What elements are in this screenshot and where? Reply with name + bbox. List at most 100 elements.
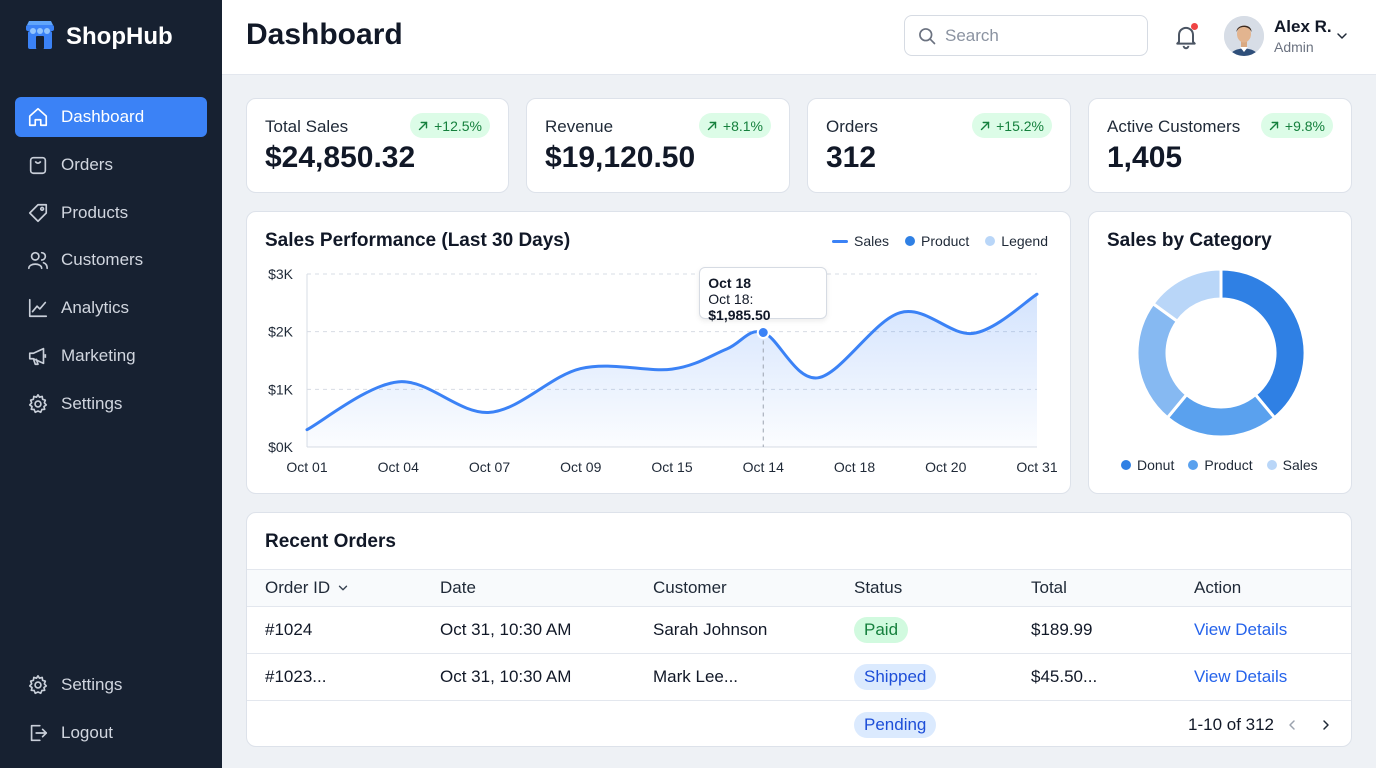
y-tick-label: $0K [268,439,294,455]
megaphone-icon [28,347,47,366]
stat-label: Active Customers [1107,117,1241,136]
user-name: Alex R. [1274,17,1332,36]
next-page-button[interactable] [1315,714,1337,736]
avatar-image [1224,16,1264,56]
trend-badge: +9.8% [1260,113,1333,138]
sidebar-item-customers[interactable]: Customers [15,240,207,280]
view-details-link[interactable]: View Details [1194,667,1288,686]
sidebar: ShopHub Dashboard Orders Products Custom… [0,0,222,768]
sidebar-item-analytics[interactable]: Analytics [15,288,207,328]
pagination-info: 1-10 of 312 [1188,714,1275,734]
status-badge: Paid [854,617,909,643]
stat-card-orders: Orders 312 +15.2% [807,98,1071,193]
sidebar-item-label: Orders [61,155,113,174]
chart-title: Sales Performance (Last 30 Days) [265,230,571,251]
legend-item[interactable]: Product [905,233,969,249]
legend-item[interactable]: Legend [985,233,1048,249]
legend-label: Sales [854,233,890,249]
search-input[interactable] [945,25,1125,46]
x-tick-label: Oct 09 [560,459,601,475]
notifications-button[interactable] [1172,22,1200,50]
tooltip-body: Oct 18: $1,985.50 [708,291,818,323]
previous-page-button[interactable] [1281,714,1303,736]
sidebar-item-label: Products [61,203,129,222]
brand[interactable]: ShopHub [24,20,173,54]
arrow-up-right-icon [980,121,990,130]
order-total: $45.50... [1031,667,1098,686]
arrow-up-right-icon [1269,121,1279,130]
store-icon [24,19,56,56]
sidebar-item-settings[interactable]: Settings [15,384,207,424]
sidebar-item-marketing[interactable]: Marketing [15,336,207,376]
logout-icon [30,724,48,742]
sidebar-item-label: Settings [61,675,123,694]
page-title: Dashboard [246,18,403,51]
legend-dot [1121,460,1131,470]
legend-label: Sales [1282,457,1318,473]
order-id: #1024 [265,620,313,639]
user-role: Admin [1274,39,1314,55]
stat-value: 312 [826,141,877,174]
chevron-down-icon[interactable] [1334,28,1350,44]
sidebar-bottom-settings[interactable]: Settings [15,665,207,705]
x-tick-label: Oct 04 [378,459,419,475]
column-header-customer: Customer [653,578,727,597]
section-title: Recent Orders [265,531,396,552]
column-header-action: Action [1194,578,1242,597]
sidebar-item-label: Settings [61,394,123,413]
y-tick-label: $3K [268,266,294,282]
stat-card-active-customers: Active Customers 1,405 +9.8% [1088,98,1352,193]
table-row[interactable]: #1023... Oct 31, 10:30 AM Mark Lee... Sh… [247,654,1351,701]
donut-slice [1219,267,1307,420]
legend-item[interactable]: Donut [1121,457,1174,473]
x-tick-label: Oct 20 [925,459,966,475]
sales-by-category-card: Sales by Category Donut Product Sales [1088,211,1352,494]
view-details-link[interactable]: View Details [1194,620,1288,639]
status-badge: Pending [854,711,937,738]
gear-icon [28,675,48,695]
tooltip-value: $1,985.50 [708,306,771,323]
legend-label: Legend [1001,233,1048,249]
order-status: Paid [854,607,909,653]
home-icon [28,107,48,127]
tag-icon [28,203,48,223]
search-box[interactable] [904,15,1148,56]
brand-name: ShopHub [66,23,173,50]
column-header-order-id[interactable]: Order ID [265,570,350,606]
category-donut-chart[interactable] [1089,212,1351,493]
gear-icon [28,394,48,414]
donut-legend: Donut Product Sales [1121,457,1318,473]
x-tick-label: Oct 07 [469,459,510,475]
pagination-controls [1281,701,1337,746]
sidebar-item-products[interactable]: Products [15,193,207,233]
recent-orders-card: Recent Orders Order ID Date Customer Sta… [246,512,1352,747]
column-header-total: Total [1031,578,1067,597]
topbar: Dashboard Alex R. Admin [222,0,1376,75]
legend-item[interactable]: Product [1188,457,1253,473]
users-icon [28,251,48,270]
stat-value: $19,120.50 [545,141,696,174]
sales-series-line [305,292,1039,432]
legend-item[interactable]: Sales [832,233,889,249]
sidebar-item-label: Analytics [61,298,130,317]
table-header: Order ID Date Customer Status Total Acti… [247,569,1351,607]
sales-performance-card: Sales Performance (Last 30 Days) Sales P… [246,211,1071,494]
order-date: Oct 31, 10:30 AM [440,667,572,686]
sidebar-item-dashboard[interactable]: Dashboard [15,97,207,137]
table-row[interactable]: #1024 Oct 31, 10:30 AM Sarah Johnson Pai… [247,607,1351,654]
trend-badge: +15.2% [972,113,1052,138]
legend-item[interactable]: Sales [1266,457,1318,473]
legend-label: Donut [1137,457,1175,473]
notification-dot [1191,23,1198,30]
sidebar-item-orders[interactable]: Orders [15,145,207,185]
y-tick-label: $2K [268,324,294,340]
search-icon [919,27,936,44]
sales-line-chart[interactable]: $0K $1K $2K $3K Oct 01 Oct 04 Oct 07 Oct 09 Oct … [247,212,1070,493]
order-status: Pending [854,701,937,746]
legend-label: Product [1204,457,1253,473]
logout-button[interactable]: Logout [15,713,207,753]
stat-value: $24,850.32 [265,141,416,174]
chevron-left-icon [1289,719,1295,730]
avatar[interactable] [1224,16,1264,56]
chart-legend: Sales Product Legend [832,233,1048,249]
